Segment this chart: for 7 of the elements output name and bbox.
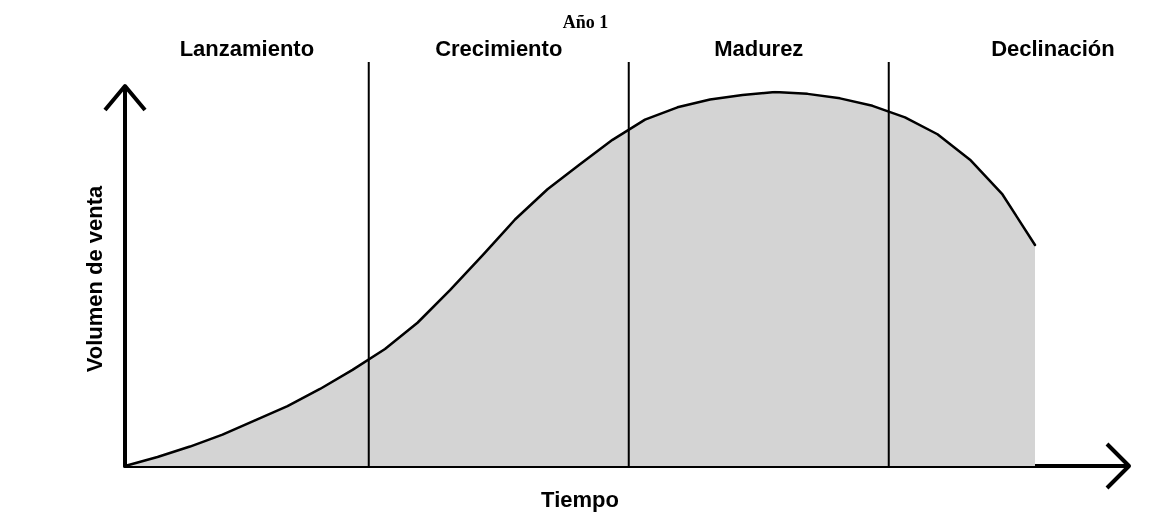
text: Crecimiento [435,35,563,61]
chart-title: Año 1 [562,12,609,32]
y-axis-title: Volumen de venta [81,184,107,373]
text: Madurez [714,35,804,61]
x-axis-title: Tiempo [541,486,619,512]
text: Declinación [991,35,1115,61]
text: Lanzamiento [179,35,315,61]
